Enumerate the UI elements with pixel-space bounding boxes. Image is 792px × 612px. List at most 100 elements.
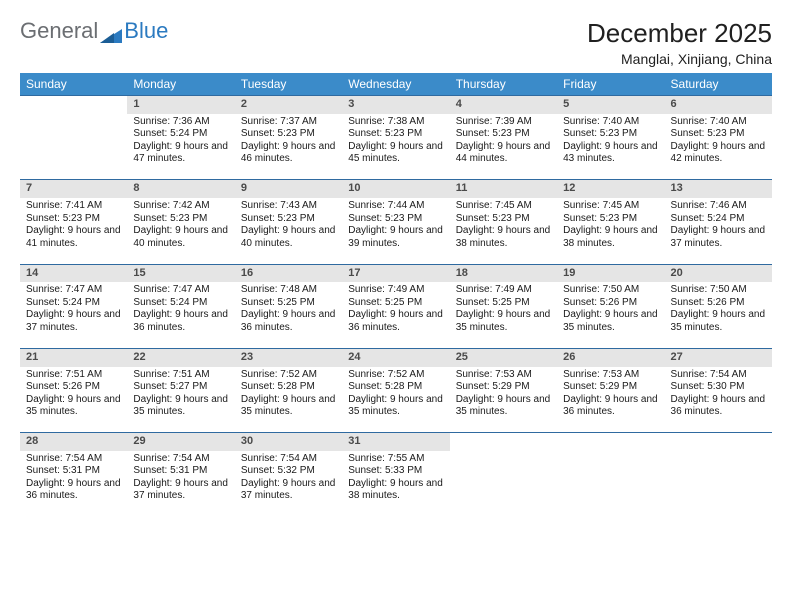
sunset-line: Sunset: 5:24 PM xyxy=(133,297,207,308)
daylight-line: Daylight: 9 hours and 35 minutes. xyxy=(26,394,121,418)
sunrise-line: Sunrise: 7:52 AM xyxy=(241,369,317,380)
sunset-line: Sunset: 5:23 PM xyxy=(241,128,315,139)
empty-cell xyxy=(450,451,557,517)
sunrise-line: Sunrise: 7:51 AM xyxy=(133,369,209,380)
sunset-line: Sunset: 5:23 PM xyxy=(348,128,422,139)
sunrise-line: Sunrise: 7:39 AM xyxy=(456,116,532,127)
day-cell: Sunrise: 7:54 AMSunset: 5:31 PMDaylight:… xyxy=(20,451,127,517)
daylight-line: Daylight: 9 hours and 35 minutes. xyxy=(671,309,766,333)
logo-text-2: Blue xyxy=(124,18,168,44)
daylight-line: Daylight: 9 hours and 38 minutes. xyxy=(348,478,443,502)
sunset-line: Sunset: 5:26 PM xyxy=(563,297,637,308)
sunrise-line: Sunrise: 7:52 AM xyxy=(348,369,424,380)
day-number-row: 28293031 xyxy=(20,433,772,451)
sunset-line: Sunset: 5:25 PM xyxy=(348,297,422,308)
daylight-line: Daylight: 9 hours and 43 minutes. xyxy=(563,141,658,165)
day-number: 22 xyxy=(127,348,234,366)
day-cell: Sunrise: 7:54 AMSunset: 5:32 PMDaylight:… xyxy=(235,451,342,517)
sunset-line: Sunset: 5:32 PM xyxy=(241,465,315,476)
sunset-line: Sunset: 5:23 PM xyxy=(241,213,315,224)
daylight-line: Daylight: 9 hours and 45 minutes. xyxy=(348,141,443,165)
sunrise-line: Sunrise: 7:47 AM xyxy=(26,284,102,295)
sunset-line: Sunset: 5:26 PM xyxy=(671,297,745,308)
sunrise-line: Sunrise: 7:40 AM xyxy=(563,116,639,127)
day-content-row: Sunrise: 7:41 AMSunset: 5:23 PMDaylight:… xyxy=(20,198,772,264)
day-cell: Sunrise: 7:53 AMSunset: 5:29 PMDaylight:… xyxy=(450,367,557,433)
title-block: December 2025 Manglai, Xinjiang, China xyxy=(587,18,772,67)
sunset-line: Sunset: 5:25 PM xyxy=(456,297,530,308)
daylight-line: Daylight: 9 hours and 37 minutes. xyxy=(671,225,766,249)
day-cell: Sunrise: 7:50 AMSunset: 5:26 PMDaylight:… xyxy=(557,282,664,348)
sunrise-line: Sunrise: 7:53 AM xyxy=(456,369,532,380)
daylight-line: Daylight: 9 hours and 35 minutes. xyxy=(456,309,551,333)
sunset-line: Sunset: 5:23 PM xyxy=(456,213,530,224)
day-content-row: Sunrise: 7:51 AMSunset: 5:26 PMDaylight:… xyxy=(20,367,772,433)
daylight-line: Daylight: 9 hours and 35 minutes. xyxy=(563,309,658,333)
empty-cell xyxy=(20,96,127,114)
daylight-line: Daylight: 9 hours and 36 minutes. xyxy=(563,394,658,418)
day-number: 8 xyxy=(127,180,234,198)
daylight-line: Daylight: 9 hours and 40 minutes. xyxy=(133,225,228,249)
sunset-line: Sunset: 5:28 PM xyxy=(241,381,315,392)
weekday-header: Sunday xyxy=(20,73,127,96)
daylight-line: Daylight: 9 hours and 36 minutes. xyxy=(241,309,336,333)
daylight-line: Daylight: 9 hours and 36 minutes. xyxy=(26,478,121,502)
day-content-row: Sunrise: 7:54 AMSunset: 5:31 PMDaylight:… xyxy=(20,451,772,517)
sunrise-line: Sunrise: 7:38 AM xyxy=(348,116,424,127)
weekday-header: Monday xyxy=(127,73,234,96)
sunset-line: Sunset: 5:23 PM xyxy=(563,128,637,139)
day-content-row: Sunrise: 7:36 AMSunset: 5:24 PM Daylight:… xyxy=(20,114,772,180)
empty-cell xyxy=(450,433,557,451)
day-cell: Sunrise: 7:41 AMSunset: 5:23 PMDaylight:… xyxy=(20,198,127,264)
weekday-header: Wednesday xyxy=(342,73,449,96)
day-cell: Sunrise: 7:39 AMSunset: 5:23 PMDaylight:… xyxy=(450,114,557,180)
day-number: 24 xyxy=(342,348,449,366)
day-cell: Sunrise: 7:51 AMSunset: 5:26 PMDaylight:… xyxy=(20,367,127,433)
sunset-line: Sunset: 5:23 PM xyxy=(671,128,745,139)
sunrise-line: Sunrise: 7:54 AM xyxy=(26,453,102,464)
day-cell: Sunrise: 7:46 AMSunset: 5:24 PMDaylight:… xyxy=(665,198,772,264)
day-cell: Sunrise: 7:47 AMSunset: 5:24 PMDaylight:… xyxy=(127,282,234,348)
page-subtitle: Manglai, Xinjiang, China xyxy=(587,51,772,67)
day-number: 3 xyxy=(342,96,449,114)
day-cell: Sunrise: 7:47 AMSunset: 5:24 PMDaylight:… xyxy=(20,282,127,348)
sunrise-line: Sunrise: 7:54 AM xyxy=(241,453,317,464)
day-cell: Sunrise: 7:51 AMSunset: 5:27 PMDaylight:… xyxy=(127,367,234,433)
day-number: 9 xyxy=(235,180,342,198)
day-number-row: 123456 xyxy=(20,96,772,114)
sunrise-line: Sunrise: 7:36 AM xyxy=(133,116,209,127)
page-title: December 2025 xyxy=(587,18,772,49)
day-cell: Sunrise: 7:37 AMSunset: 5:23 PMDaylight:… xyxy=(235,114,342,180)
day-number: 16 xyxy=(235,264,342,282)
day-cell: Sunrise: 7:49 AMSunset: 5:25 PMDaylight:… xyxy=(450,282,557,348)
sunset-line: Sunset: 5:31 PM xyxy=(133,465,207,476)
daylight-line: Daylight: 9 hours and 37 minutes. xyxy=(26,309,121,333)
sunset-line: Sunset: 5:25 PM xyxy=(241,297,315,308)
sunset-line: Sunset: 5:28 PM xyxy=(348,381,422,392)
day-number: 29 xyxy=(127,433,234,451)
sunset-line: Sunset: 5:27 PM xyxy=(133,381,207,392)
day-number: 19 xyxy=(557,264,664,282)
sunrise-line: Sunrise: 7:40 AM xyxy=(671,116,747,127)
daylight-line: Daylight: 9 hours and 42 minutes. xyxy=(671,141,766,165)
day-number: 21 xyxy=(20,348,127,366)
logo-triangle-icon xyxy=(100,23,122,39)
sunrise-line: Sunrise: 7:43 AM xyxy=(241,200,317,211)
sunrise-line: Sunrise: 7:54 AM xyxy=(133,453,209,464)
day-cell: Sunrise: 7:55 AMSunset: 5:33 PMDaylight:… xyxy=(342,451,449,517)
day-number: 11 xyxy=(450,180,557,198)
day-cell: Sunrise: 7:54 AMSunset: 5:31 PMDaylight:… xyxy=(127,451,234,517)
sunset-line: Sunset: 5:23 PM xyxy=(456,128,530,139)
sunset-line: Sunset: 5:33 PM xyxy=(348,465,422,476)
empty-cell xyxy=(557,433,664,451)
calendar-table: SundayMondayTuesdayWednesdayThursdayFrid… xyxy=(20,73,772,517)
sunrise-line: Sunrise: 7:44 AM xyxy=(348,200,424,211)
sunset-line: Sunset: 5:24 PM xyxy=(133,128,207,139)
sunrise-line: Sunrise: 7:42 AM xyxy=(133,200,209,211)
daylight-line: Daylight: 9 hours and 40 minutes. xyxy=(241,225,336,249)
sunrise-line: Sunrise: 7:54 AM xyxy=(671,369,747,380)
weekday-header: Saturday xyxy=(665,73,772,96)
daylight-line: Daylight: 9 hours and 38 minutes. xyxy=(456,225,551,249)
day-number: 14 xyxy=(20,264,127,282)
day-number: 12 xyxy=(557,180,664,198)
